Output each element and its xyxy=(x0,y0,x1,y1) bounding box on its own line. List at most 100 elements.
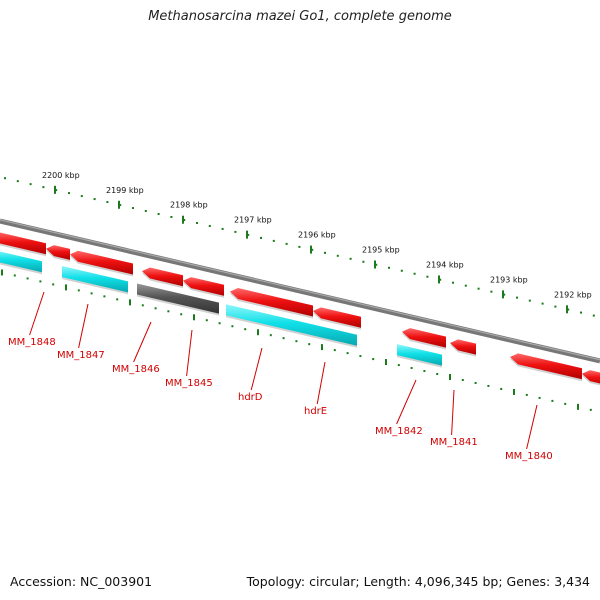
inner-minor-tick xyxy=(359,355,362,358)
minor-tick xyxy=(490,290,493,293)
inner-minor-tick xyxy=(525,393,528,396)
label-leader-line xyxy=(451,389,455,436)
genes[interactable] xyxy=(0,232,600,388)
gene-mm1840-fwd-shape[interactable] xyxy=(510,353,582,380)
gene-hdrE-rev-shape[interactable] xyxy=(226,304,357,346)
inner-minor-tick xyxy=(397,364,400,367)
inner-minor-tick xyxy=(372,358,375,361)
inner-minor-tick xyxy=(308,343,311,346)
gene-mm1848-fwd[interactable] xyxy=(46,245,70,262)
inner-minor-tick xyxy=(461,378,464,381)
gene-label: MM_1846 xyxy=(112,364,160,375)
gene-mm1842-rev-shape[interactable] xyxy=(397,344,442,366)
minor-tick xyxy=(119,204,122,207)
scale-label: 2196 kbp xyxy=(298,231,336,240)
gene-mm1839-fwd-shape[interactable] xyxy=(582,370,600,386)
backbone-highlight xyxy=(0,219,600,361)
minor-tick xyxy=(272,239,275,242)
gene-mm1847-rev-shape[interactable] xyxy=(62,265,128,293)
gene-mm1845-fwd-shape[interactable] xyxy=(183,277,224,296)
label-leader-line xyxy=(250,347,263,391)
inner-minor-tick xyxy=(436,373,439,376)
gene-label: MM_1841 xyxy=(430,437,478,448)
gene-mm1841-fwd[interactable] xyxy=(450,339,476,357)
minor-tick xyxy=(580,311,582,314)
minor-tick xyxy=(132,207,134,210)
inner-minor-tick xyxy=(116,298,119,301)
gene-mm1847-fwd[interactable] xyxy=(70,250,133,277)
accession-text: Accession: NC_003901 xyxy=(10,574,153,589)
minor-tick xyxy=(349,257,352,260)
gene-mm1839-fwd[interactable] xyxy=(582,370,600,388)
gene-label: hdrD xyxy=(238,392,263,403)
label-leader-line xyxy=(396,379,417,425)
gene-mm1842-rev[interactable] xyxy=(397,344,442,368)
minor-tick xyxy=(362,260,365,263)
gene-mm1840-fwd[interactable] xyxy=(510,353,582,382)
scale-label: 2195 kbp xyxy=(362,246,400,255)
gene-hdrD-fwd[interactable] xyxy=(230,288,313,319)
label-leader-line xyxy=(316,361,326,405)
label-leader-line xyxy=(29,291,45,336)
minor-tick xyxy=(554,305,557,308)
scale-label: 2192 kbp xyxy=(554,290,592,299)
inner-minor-tick xyxy=(103,295,106,298)
gene-mm1847-rev[interactable] xyxy=(62,265,128,295)
gene-hdrE-fwd-shape[interactable] xyxy=(313,307,361,328)
gene-mm1848-rev-shape[interactable] xyxy=(0,249,42,273)
scale-ticks xyxy=(4,177,595,317)
gene-label: MM_1847 xyxy=(57,350,105,361)
inner-minor-tick xyxy=(589,408,592,411)
minor-tick xyxy=(42,186,45,189)
minor-tick xyxy=(439,278,442,281)
inner-minor-tick xyxy=(410,367,413,370)
inner-minor-tick xyxy=(180,313,183,316)
inner-minor-tick xyxy=(564,402,567,405)
gene-mm1842-fwd-shape[interactable] xyxy=(402,328,446,348)
gene-mm1841-fwd-shape[interactable] xyxy=(450,339,476,355)
minor-tick xyxy=(516,296,518,299)
gene-mm1846-fwd-shape[interactable] xyxy=(142,267,183,287)
minor-tick xyxy=(157,213,160,216)
inner-minor-tick xyxy=(244,328,247,331)
inner-minor-tick xyxy=(551,399,554,402)
gene-mm1847-fwd-shape[interactable] xyxy=(70,250,133,275)
minor-tick xyxy=(208,224,211,227)
gene-mm1848-rev[interactable] xyxy=(0,249,42,275)
label-leader-line xyxy=(526,404,538,450)
minor-tick xyxy=(388,266,390,269)
inner-minor-tick xyxy=(282,337,285,340)
minor-tick xyxy=(29,183,32,186)
minor-tick xyxy=(567,308,570,311)
gene-hdrE-fwd[interactable] xyxy=(313,307,361,330)
scale-label: 2197 kbp xyxy=(234,216,272,225)
inner-minor-tick xyxy=(538,396,541,399)
gene-mm1845-fwd[interactable] xyxy=(183,277,224,298)
gene-mm1846-rev-shape[interactable] xyxy=(137,283,219,314)
gene-label: MM_1842 xyxy=(375,426,423,437)
gene-mm1842-fwd[interactable] xyxy=(402,328,446,350)
gene-mm1849-fwd[interactable] xyxy=(0,232,46,257)
minor-tick xyxy=(234,230,237,233)
gene-mm1846-fwd[interactable] xyxy=(142,267,183,289)
minor-tick xyxy=(285,242,288,245)
minor-tick xyxy=(464,284,467,287)
minor-tick xyxy=(541,302,544,305)
minor-tick xyxy=(375,263,378,266)
gene-mm1848-fwd-shape[interactable] xyxy=(46,245,70,260)
gene-mm1849-fwd-shape[interactable] xyxy=(0,232,46,255)
inner-minor-tick xyxy=(423,370,426,373)
map-title: Methanosarcina mazei Go1, complete genom… xyxy=(148,9,452,24)
label-leader-line xyxy=(186,329,193,377)
gene-label: MM_1848 xyxy=(8,337,56,348)
gene-hdrE-rev[interactable] xyxy=(226,304,357,348)
inner-minor-tick xyxy=(26,277,29,280)
gene-mm1846-rev[interactable] xyxy=(137,283,219,316)
inner-minor-tick xyxy=(39,280,42,283)
gene-hdrD-fwd-shape[interactable] xyxy=(230,288,313,317)
backbone xyxy=(0,218,600,364)
gene-label: MM_1845 xyxy=(165,378,213,389)
inner-minor-tick xyxy=(346,352,349,355)
